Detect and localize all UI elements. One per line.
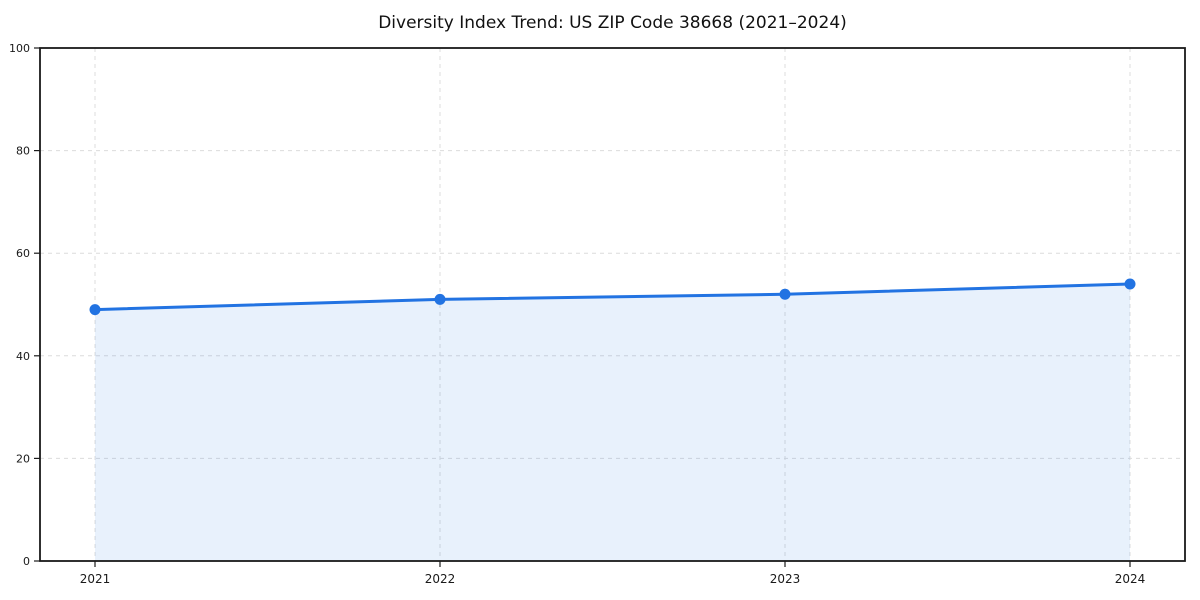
- y-tick-label: 0: [23, 555, 30, 568]
- data-point-2021: [89, 304, 101, 316]
- chart-title: Diversity Index Trend: US ZIP Code 38668…: [378, 13, 847, 33]
- data-point-2024: [1124, 278, 1136, 290]
- y-tick-label: 80: [16, 145, 30, 158]
- y-tick-label: 40: [16, 350, 30, 363]
- y-tick-label: 20: [16, 452, 30, 465]
- trend-line: [93, 282, 1132, 312]
- x-tick-label: 2024: [1115, 572, 1146, 586]
- area-fill: [95, 283, 1130, 561]
- y-tick-label: 100: [9, 42, 30, 55]
- x-tick-label: 2023: [770, 572, 801, 586]
- y-tick-label: 60: [16, 247, 30, 260]
- data-point-2022: [434, 293, 446, 305]
- data-point-2023: [779, 288, 791, 300]
- plot-border: [39, 47, 1186, 562]
- x-tick-label: 2021: [80, 572, 111, 586]
- x-tick-label: 2022: [425, 572, 456, 586]
